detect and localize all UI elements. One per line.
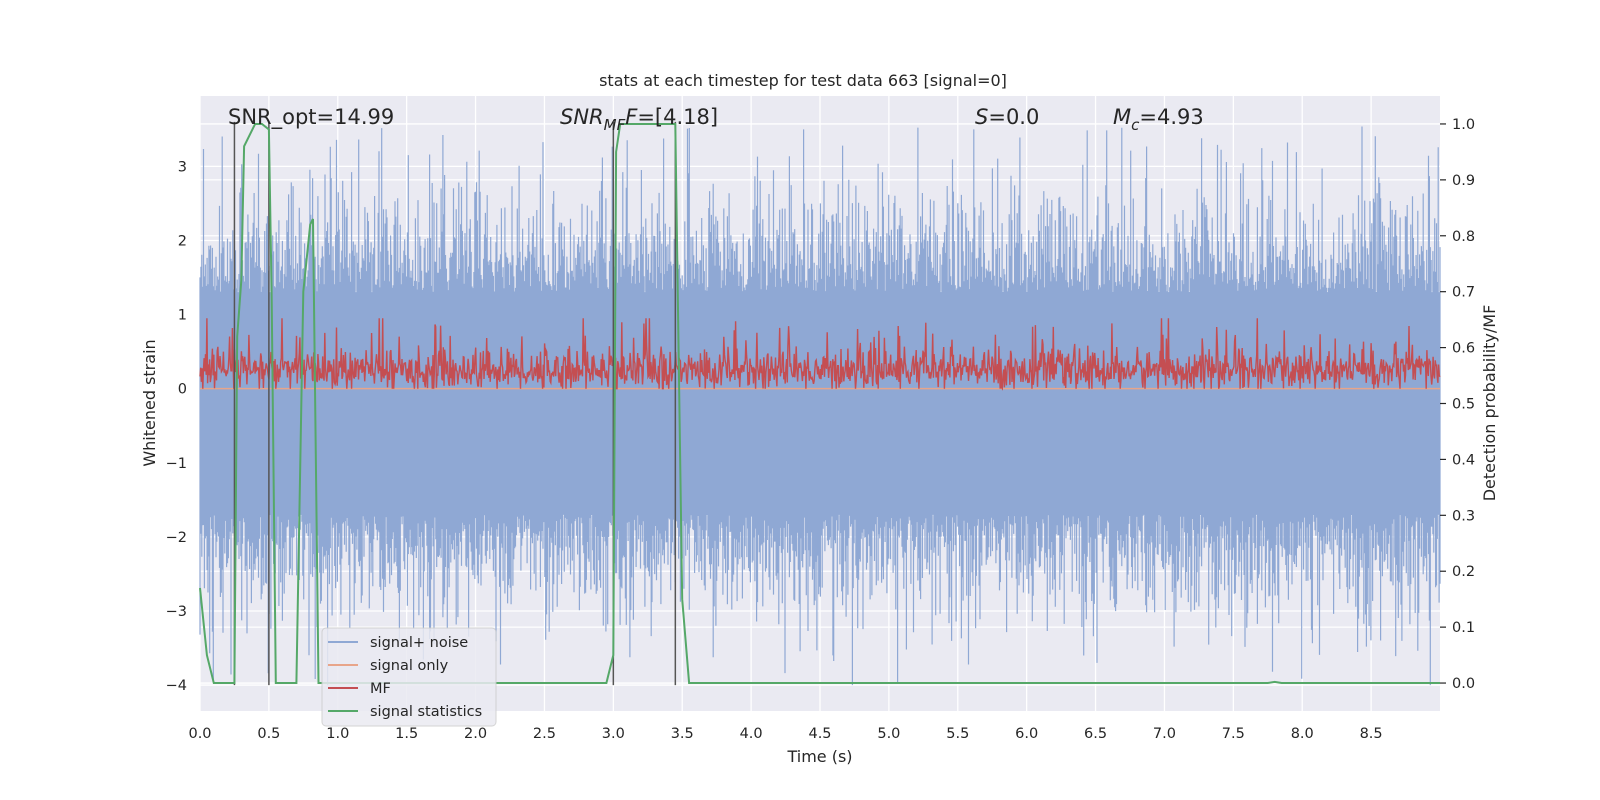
y-left-tick-label-0: 3 xyxy=(178,159,187,175)
chart-title: stats at each timestep for test data 663… xyxy=(599,71,1007,90)
y-right-tick-label-1: 0.9 xyxy=(1452,173,1475,189)
x-tick-label-2: 1.0 xyxy=(326,726,349,742)
mf-line xyxy=(199,318,1441,391)
y-left-tick-label-2: 1 xyxy=(178,308,187,324)
y-right-tick-label-8: 0.2 xyxy=(1452,564,1475,580)
y-left-tick-label-6: −3 xyxy=(166,604,187,620)
annotation-s: S=0.0 xyxy=(975,105,1039,129)
x-tick-label-12: 6.0 xyxy=(1015,726,1038,742)
y-left-tick-label-4: −1 xyxy=(166,456,187,472)
y-right-axis-ticks: 1.0 0.9 0.8 0.7 0.6 0.5 0.4 0.3 0.2 0.1 0.0 xyxy=(1440,117,1475,692)
y-left-axis-label: Whitened strain xyxy=(140,339,159,466)
y-right-tick-label-2: 0.8 xyxy=(1452,229,1475,245)
series-mf xyxy=(199,318,1441,391)
y-right-tick-label-0: 1.0 xyxy=(1452,117,1475,133)
legend-label-3: signal statistics xyxy=(370,704,482,720)
x-tick-label-9: 4.5 xyxy=(808,726,831,742)
y-right-tick-label-5: 0.5 xyxy=(1452,397,1475,413)
x-tick-label-17: 8.5 xyxy=(1360,726,1383,742)
x-tick-label-10: 5.0 xyxy=(877,726,900,742)
series-signal-statistics xyxy=(199,123,1440,684)
y-right-tick-label-10: 0.0 xyxy=(1452,676,1475,692)
x-tick-label-14: 7.0 xyxy=(1153,726,1176,742)
y-right-tick-label-4: 0.6 xyxy=(1452,341,1475,357)
y-left-tick-label-3: 0 xyxy=(178,382,187,398)
annotation-snr-opt: SNR_opt=14.99 xyxy=(228,105,394,130)
series-signal-noise xyxy=(199,126,1441,686)
y-left-tick-label-7: −4 xyxy=(166,678,187,694)
legend-label-2: MF xyxy=(370,681,391,697)
x-tick-label-16: 8.0 xyxy=(1291,726,1314,742)
legend-label-0: signal+ noise xyxy=(370,635,468,651)
x-axis-label: Time (s) xyxy=(786,747,852,766)
x-tick-label-5: 2.5 xyxy=(533,726,556,742)
y-right-tick-label-7: 0.3 xyxy=(1452,508,1475,524)
legend-label-1: signal only xyxy=(370,658,449,674)
x-tick-label-3: 1.5 xyxy=(395,726,418,742)
y-right-tick-label-9: 0.1 xyxy=(1452,620,1475,636)
y-left-axis-ticks: 3 2 1 0 −1 −2 −3 −4 xyxy=(166,159,187,694)
x-tick-label-13: 6.5 xyxy=(1084,726,1107,742)
x-tick-label-11: 5.5 xyxy=(946,726,969,742)
legend: signal+ noise signal only MF signal statist… xyxy=(321,627,497,727)
signal-statistics-line xyxy=(199,123,1440,684)
x-axis-ticks: 0.0 0.5 1.0 1.5 2.0 2.5 3.0 3.5 4.0 4.5 5.0 5.5 6.0 6… xyxy=(188,726,1382,742)
x-tick-label-1: 0.5 xyxy=(257,726,280,742)
x-tick-label-6: 3.0 xyxy=(602,726,625,742)
y-left-tick-label-1: 2 xyxy=(178,233,187,249)
annotation-snr-mf: SNRMFF=[4.18] xyxy=(560,105,718,134)
legend-box xyxy=(321,627,497,727)
y-right-axis-label: Detection probability/MF xyxy=(1480,305,1499,502)
y-left-tick-label-5: −2 xyxy=(166,530,187,546)
x-tick-label-7: 3.5 xyxy=(671,726,694,742)
x-tick-label-15: 7.5 xyxy=(1222,726,1245,742)
annotation-mc: Mc=4.93 xyxy=(1113,105,1204,134)
x-tick-label-0: 0.0 xyxy=(188,726,211,742)
x-tick-label-4: 2.0 xyxy=(464,726,487,742)
y-right-tick-label-6: 0.4 xyxy=(1452,452,1475,468)
y-right-tick-label-3: 0.7 xyxy=(1452,285,1475,301)
x-tick-label-8: 4.0 xyxy=(740,726,763,742)
